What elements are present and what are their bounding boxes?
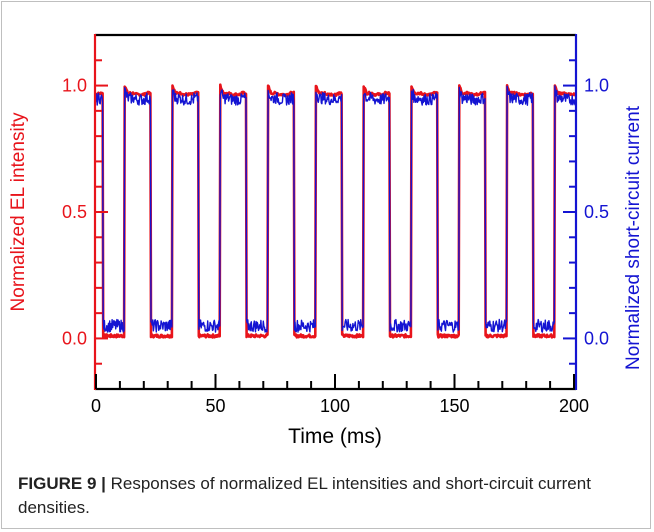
left-axis-label: Normalized EL intensity: [8, 112, 29, 311]
x-tick-label: 50: [205, 396, 225, 416]
x-tick-label: 200: [559, 396, 589, 416]
right-tick-label: 0.5: [584, 202, 609, 222]
x-tick-label: 100: [320, 396, 350, 416]
el-intensity-line: [96, 83, 575, 339]
x-tick-label: 150: [439, 396, 469, 416]
short-circuit-current-line: [96, 85, 575, 333]
figure-caption: FIGURE 9 | Responses of normalized EL in…: [18, 472, 618, 520]
left-tick-label: 0.0: [62, 328, 87, 348]
caption-text: Responses of normalized EL intensities a…: [18, 474, 591, 517]
x-tick-label: 0: [91, 396, 101, 416]
chart: 0 50 100 150 200 0.0 0.5 1.0 0.0 0.5 1.0 Time (ms)…: [8, 33, 644, 448]
figure-label: FIGURE 9 |: [18, 474, 106, 493]
right-axis-label: Normalized short-circuit current: [623, 105, 644, 370]
left-tick-label: 0.5: [62, 202, 87, 222]
right-tick-label: 1.0: [584, 76, 609, 96]
ticks-layer: 0 50 100 150 200 0.0 0.5 1.0 0.0 0.5 1.0: [62, 59, 609, 416]
right-tick-label: 0.0: [584, 328, 609, 348]
left-tick-label: 1.0: [62, 76, 87, 96]
x-axis-label: Time (ms): [288, 425, 382, 448]
series-layer: [96, 83, 575, 339]
